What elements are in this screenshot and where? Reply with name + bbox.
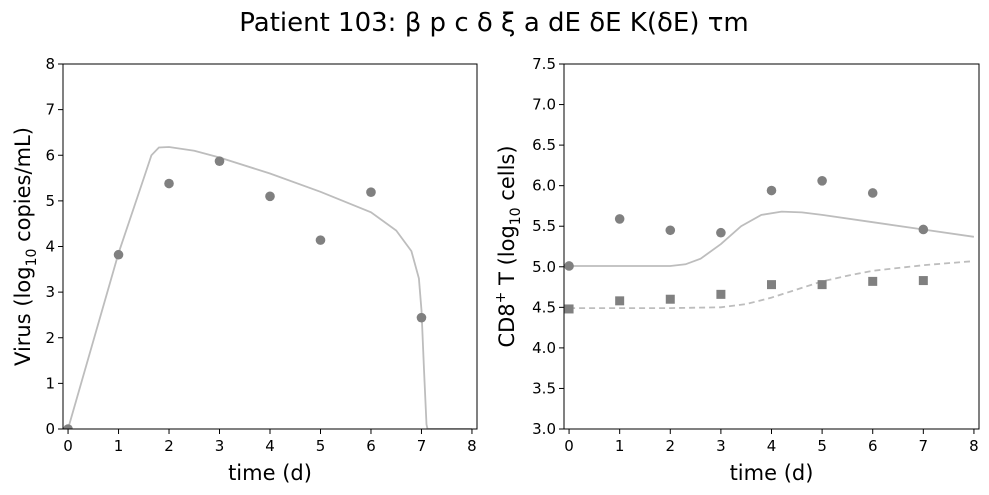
data-point-square — [817, 280, 827, 290]
series-layer — [564, 176, 975, 314]
virus-panel: 0 1 2 3 4 5 6 7 8 0 1 2 3 4 5 6 7 8 time (d) Virus (log10 c… — [11, 55, 478, 485]
y-tick-label: 3 — [45, 283, 55, 301]
data-point-circle — [113, 249, 124, 260]
data-point-square — [564, 304, 574, 314]
x-tick-label: 4 — [767, 437, 777, 455]
y-tick-label: 7 — [45, 101, 55, 119]
data-point-circle — [564, 261, 574, 271]
data-point-circle — [315, 235, 326, 245]
data-point-square — [615, 296, 625, 306]
y-tick-label: 1 — [45, 374, 55, 392]
x-axis-label: time (d) — [730, 461, 814, 485]
x-tick-label: 0 — [63, 437, 73, 455]
data-point-square — [868, 276, 878, 286]
y-tick-label: 4.0 — [532, 339, 556, 357]
y-tick-label: 3.5 — [532, 379, 556, 397]
y-tick-label: 5.0 — [532, 258, 556, 276]
x-tick-label: 7 — [417, 437, 427, 455]
data-point-circle — [665, 225, 676, 236]
data-point-circle — [416, 312, 427, 323]
x-tick-label: 1 — [615, 437, 625, 455]
data-point-circle — [164, 178, 174, 189]
model-line-dashed — [569, 260, 974, 309]
x-tick-label: 5 — [316, 437, 326, 455]
data-point-square — [716, 289, 726, 299]
data-point-circle — [63, 424, 73, 429]
data-point-circle — [716, 227, 726, 238]
x-tick-label: 4 — [265, 437, 275, 455]
y-tick-label: 7.0 — [532, 96, 556, 114]
y-tick-label: 5.5 — [532, 217, 556, 235]
cd8-panel: 0 1 2 3 4 5 6 7 8 3.0 3.5 4.0 4.5 5.0 5.5 6.0 6.5 7.0 7.5 t… — [493, 55, 980, 485]
data-point-circle — [366, 187, 376, 198]
y-tick-label: 0 — [45, 420, 55, 438]
y-tick-label: 4 — [45, 238, 55, 256]
axes-frame — [563, 63, 980, 430]
x-tick-label: 2 — [164, 437, 174, 455]
x-tick-label: 8 — [467, 437, 477, 455]
x-tick-label: 5 — [817, 437, 827, 455]
model-line-solid — [569, 210, 975, 267]
y-axis-label: Virus (log10 copies/mL) — [11, 127, 40, 366]
y-tick-label: 6 — [45, 146, 55, 164]
y-tick-label: 4.5 — [532, 298, 556, 316]
x-tick-label: 1 — [114, 437, 124, 455]
data-point-square — [665, 294, 675, 304]
data-point-circle — [867, 188, 878, 198]
data-point-square — [767, 280, 776, 290]
y-tick-label: 6.0 — [532, 177, 556, 195]
data-point-square — [918, 276, 928, 286]
series-layer — [63, 146, 472, 429]
y-tick-label: 2 — [45, 329, 55, 347]
y-tick-label: 6.5 — [532, 136, 556, 154]
data-point-circle — [766, 185, 777, 196]
x-axis-label: time (d) — [228, 461, 312, 485]
data-point-circle — [918, 224, 929, 235]
figure-title: Patient 103: β p c δ ξ a dE δE K(δE) τm — [239, 8, 748, 38]
x-tick-label: 3 — [215, 437, 225, 455]
x-tick-label: 2 — [666, 437, 676, 455]
data-point-circle — [214, 156, 225, 166]
axes-frame — [62, 63, 478, 430]
x-tick-label: 7 — [919, 437, 929, 455]
x-tick-label: 3 — [716, 437, 726, 455]
data-point-circle — [614, 214, 625, 224]
y-tick-label: 8 — [45, 55, 55, 73]
y-axis-label: CD8+ T (log10 cells) — [493, 145, 524, 347]
data-point-circle — [265, 191, 275, 202]
y-tick-label: 3.0 — [532, 420, 556, 438]
data-point-circle — [817, 176, 827, 186]
model-line-solid — [67, 146, 472, 429]
y-tick-label: 5 — [45, 192, 55, 210]
x-tick-label: 0 — [564, 437, 574, 455]
y-tick-label: 7.5 — [532, 55, 556, 73]
x-tick-label: 6 — [366, 437, 376, 455]
x-tick-label: 6 — [868, 437, 878, 455]
x-tick-label: 8 — [969, 437, 979, 455]
